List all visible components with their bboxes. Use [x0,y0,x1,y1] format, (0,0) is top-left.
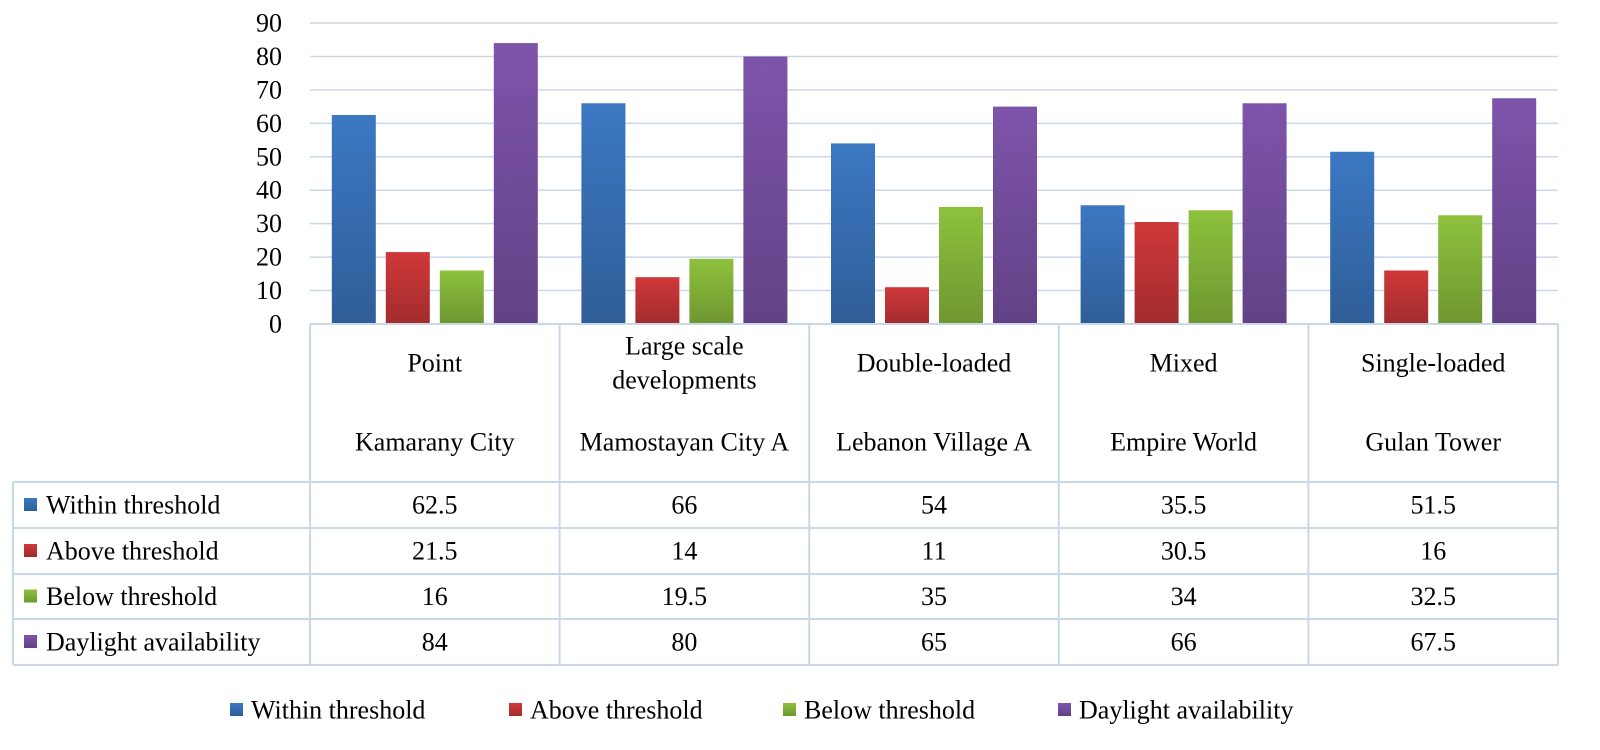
series-key [24,589,37,603]
data-table-value: 51.5 [1410,491,1456,520]
category-project-label: Gulan Tower [1365,428,1501,457]
bar [1438,215,1483,324]
legend-swatch [230,703,243,716]
data-table-value: 34 [1171,582,1197,611]
data-table-value: 84 [422,628,448,657]
series-row-label: Within threshold [46,491,220,520]
legend-label: Within threshold [251,696,425,725]
category-project-label: Lebanon Village A [836,428,1032,457]
legend-label: Below threshold [804,696,975,725]
bar [1384,270,1429,324]
bar [993,106,1037,324]
category-project-label: Empire World [1110,428,1257,457]
legend-swatch [783,703,796,716]
series-key [24,635,37,648]
category-type-label: developments [612,366,756,395]
series-key [24,498,37,511]
series-row-label: Above threshold [46,537,219,566]
y-tick-label: 90 [256,9,282,38]
bar [493,43,538,325]
data-table-value: 54 [921,491,947,520]
bar [385,252,430,324]
legend-swatch [509,703,522,716]
y-tick-label: 70 [256,75,282,104]
bar [331,114,376,324]
category-project-label: Kamarany City [355,428,515,457]
legend-swatch [1058,703,1071,716]
y-tick-label: 0 [269,310,282,339]
series-row-label: Daylight availability [46,628,260,657]
legend-label: Above threshold [530,696,703,725]
bar [439,270,484,324]
data-table-value: 66 [1171,628,1197,657]
series-row-label: Below threshold [46,582,217,611]
y-tick-label: 30 [256,209,282,238]
data-table-value: 30.5 [1161,537,1207,566]
data-table-value: 35 [921,582,947,611]
bar [1134,221,1179,324]
y-tick-label: 50 [256,142,282,171]
y-tick-label: 40 [256,176,282,205]
bar [1330,151,1375,324]
data-table-value: 16 [422,582,448,611]
data-table-value: 16 [1420,537,1446,566]
bar [1492,98,1537,324]
bar [1080,205,1125,324]
data-table-value: 80 [671,628,697,657]
data-table-value: 19.5 [662,582,708,611]
bar [831,143,875,324]
data-table-value: 65 [921,628,947,657]
data-table-value: 66 [671,491,697,520]
bar [581,103,626,325]
data-table-value: 21.5 [412,537,458,566]
y-tick-label: 60 [256,109,282,138]
legend: Within threshold Above threshold Below thr… [230,696,1293,725]
bars [331,43,1537,325]
bar [885,287,929,324]
bar [1188,210,1233,324]
category-type-label: Double-loaded [857,349,1012,378]
bar [635,277,680,324]
legend-label: Daylight availability [1079,696,1293,725]
data-table-value: 35.5 [1161,491,1207,520]
data-table: Point Kamarany City Large scale development… [12,323,1559,666]
data-table-value: 67.5 [1410,628,1456,657]
category-project-label: Mamostayan City A [580,428,790,457]
category-type-label: Mixed [1150,349,1218,378]
data-table-value: 14 [671,537,697,566]
bar [743,56,788,324]
category-type-label: Large scale [625,332,744,361]
data-table-value: 32.5 [1410,582,1456,611]
category-type-label: Single-loaded [1361,349,1505,378]
category-type-label: Point [407,349,463,378]
series-key [24,544,37,557]
bar [1242,103,1287,325]
y-tick-label: 80 [256,42,282,71]
y-axis-ticks: 0 10 20 30 40 50 60 70 80 90 [256,9,282,339]
data-table-value: 11 [921,537,946,566]
data-table-value: 62.5 [412,491,458,520]
bar [689,258,734,324]
y-tick-label: 20 [256,243,282,272]
bar [939,206,983,324]
y-tick-label: 10 [256,276,282,305]
